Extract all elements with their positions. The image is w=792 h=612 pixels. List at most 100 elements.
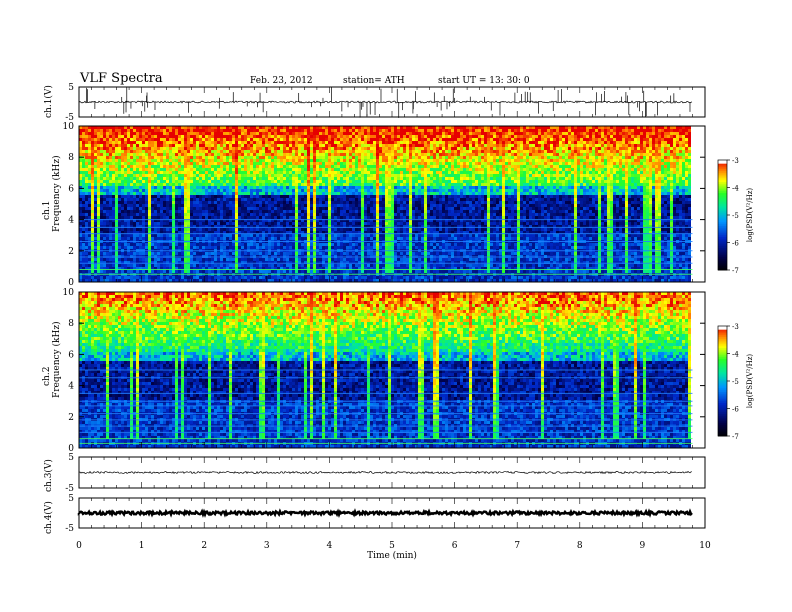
spectrogram-cell [166,180,169,183]
spectrogram-cell [256,246,259,249]
spectrogram-cell [274,186,277,189]
spectrogram-cell [100,216,103,219]
spectrogram-cell [109,162,112,165]
spectrogram-cell [130,246,133,249]
spectrogram-cell [190,237,193,240]
spectrogram-cell [214,141,217,144]
spectrogram-cell [274,276,277,279]
spectrogram-cell [217,204,220,207]
spectrogram-cell [139,189,142,192]
spectrogram-cell [235,153,238,156]
spectrogram-cell [127,177,130,180]
spectrogram-cell [238,264,241,267]
spectrogram-cell [190,231,193,234]
spectrogram-cell [271,132,274,135]
spectrogram-cell [295,234,298,237]
spectrogram-cell [214,243,217,246]
spectrogram-cell [214,192,217,195]
spectrogram-cell [172,234,175,237]
spectrogram-cell [310,231,313,234]
spectrogram-cell [154,129,157,132]
spectrogram-cell [178,237,181,240]
spectrogram-cell [343,129,346,132]
spectrogram-cell [211,165,214,168]
spectrogram-cell [79,171,82,174]
spectrogram-cell [337,168,340,171]
spectrogram-cell [88,255,91,258]
spectrogram-cell [277,267,280,270]
spectrogram-cell [253,255,256,258]
spectrogram-cell [307,243,310,246]
spectrogram-cell [103,138,106,141]
spectrogram-cell [103,126,106,129]
spectrogram-cell [343,126,346,129]
spectrogram-cell [151,192,154,195]
spectrogram-cell [169,132,172,135]
spectrogram-cell [106,222,109,225]
spectrogram-cell [256,177,259,180]
spectrogram-cell [151,276,154,279]
spectrogram-cell [262,207,265,210]
spectrogram-cell [268,204,271,207]
spectrogram-cell [160,243,163,246]
spectrogram-cell [304,210,307,213]
spectrogram-cell [280,126,283,129]
spectrogram-cell [82,159,85,162]
spectrogram-cell [118,219,121,222]
spectrogram-cell [79,183,82,186]
spectrogram-cell [331,201,334,204]
spectrogram-cell [232,228,235,231]
spectrogram-cell [184,174,187,177]
spectrogram-cell [124,246,127,249]
spectrogram-cell [322,264,325,267]
spectrogram-cell [121,198,124,201]
spectrogram-cell [286,267,289,270]
spectrogram-cell [94,246,97,249]
spectrogram-cell [178,192,181,195]
spectrogram-cell [97,213,100,216]
spectrogram-cell [127,210,130,213]
spectrogram-cell [205,126,208,129]
spectrogram-cell [124,156,127,159]
spectrogram-cell [307,180,310,183]
spectrogram-cell [202,183,205,186]
spectrogram-cell [151,201,154,204]
spectrogram-cell [229,156,232,159]
spectrogram-cell [193,210,196,213]
spectrogram-cell [166,168,169,171]
spectrogram-cell [316,216,319,219]
spectrogram-cell [88,177,91,180]
spectrogram-cell [346,216,349,219]
spectrogram-cell [202,255,205,258]
spectrogram-cell [337,183,340,186]
spectrogram-cell [85,228,88,231]
spectrogram-cell [316,159,319,162]
spectrogram-cell [169,126,172,129]
spectrogram-cell [202,195,205,198]
spectrogram-cell [121,279,124,282]
spectrogram-cell [166,195,169,198]
spectrogram-cell [319,204,322,207]
spectrogram-cell [241,147,244,150]
spectrogram-cell [280,219,283,222]
spectrogram-cell [313,165,316,168]
spectrogram-cell [145,210,148,213]
spectrogram-cell [85,162,88,165]
spectrogram-cell [337,207,340,210]
spectrogram-cell [166,276,169,279]
spectrogram-cell [331,243,334,246]
spectrogram-cell [193,276,196,279]
spectrogram-cell [316,147,319,150]
spectrogram-cell [196,210,199,213]
spectrogram-cell [250,276,253,279]
spectrogram-cell [181,228,184,231]
spectrogram-cell [112,156,115,159]
spectrogram-cell [340,252,343,255]
spectrogram-cell [256,204,259,207]
spectrogram-cell [100,219,103,222]
spectrogram-cell [220,252,223,255]
spectrogram-cell [322,261,325,264]
spectrogram-cell [172,225,175,228]
spectrogram-cell [166,246,169,249]
spectrogram-cell [91,207,94,210]
